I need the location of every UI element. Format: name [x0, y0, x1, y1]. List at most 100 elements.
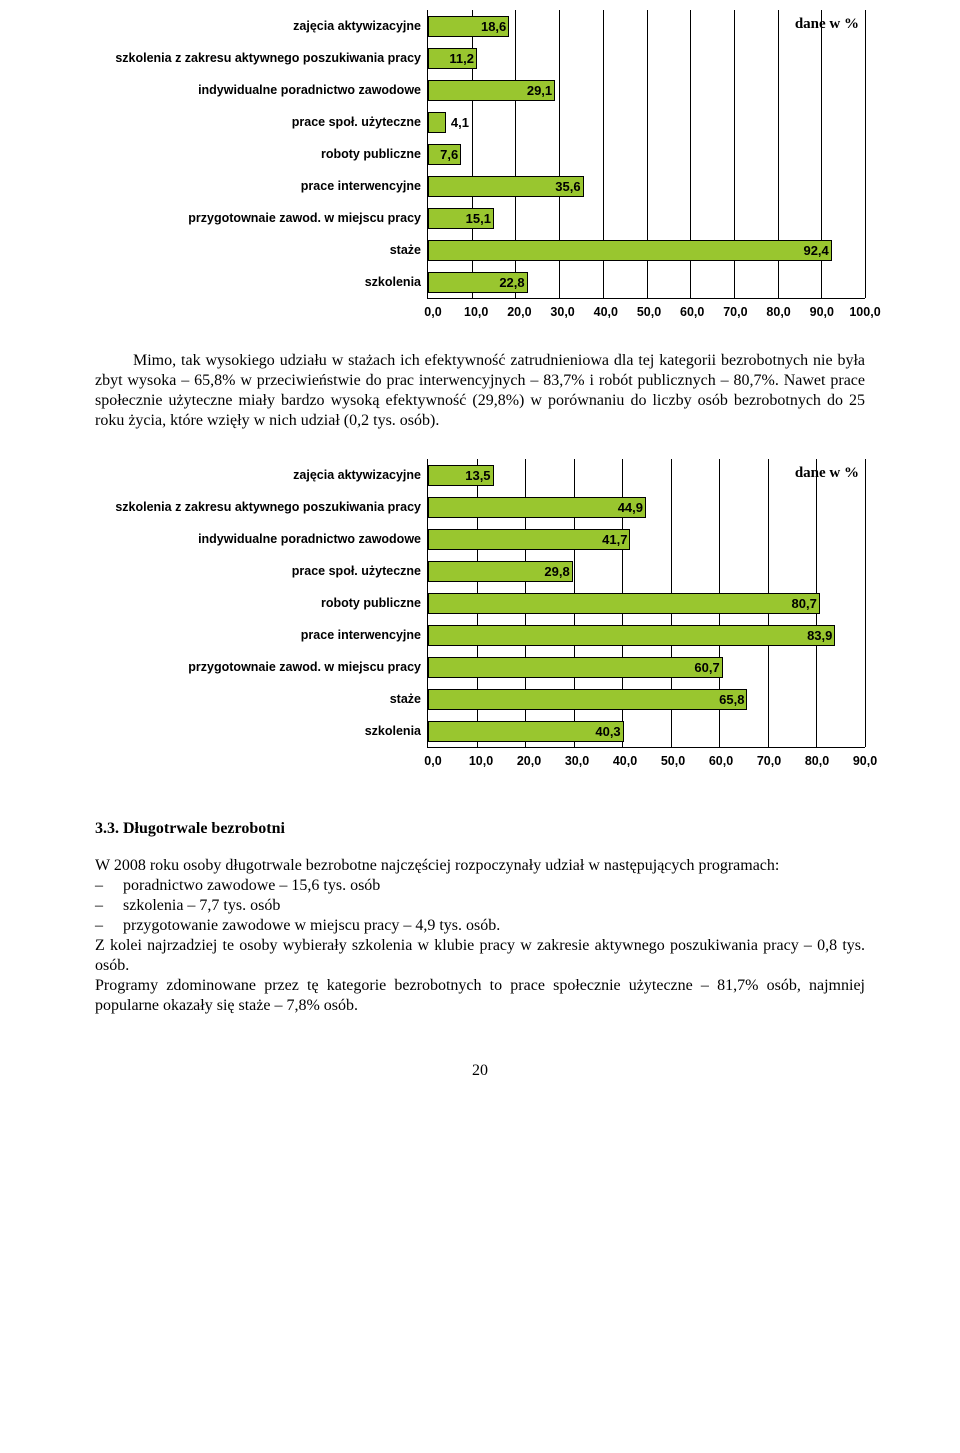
bar-row: 40,3 — [428, 715, 865, 747]
bar-value: 40,3 — [595, 724, 620, 739]
bar-value: 11,2 — [449, 51, 474, 66]
bullet-dash: – — [95, 876, 123, 896]
bullet-item: –poradnictwo zawodowe – 15,6 tys. osób — [95, 876, 865, 896]
bar: 40,3 — [428, 721, 624, 742]
chart-row-label: prace interwencyjne — [95, 170, 421, 202]
x-tick: 20,0 — [517, 754, 541, 768]
x-tick: 90,0 — [853, 754, 877, 768]
bar: 15,1 — [428, 208, 494, 229]
bar-value: 35,6 — [555, 179, 580, 194]
chart-2-plot: dane w % 13,5 44,9 41,7 29,8 80,7 83,9 60,7 65,… — [427, 459, 865, 748]
bar-value: 80,7 — [792, 596, 817, 611]
bar-value: 22,8 — [499, 275, 524, 290]
chart-row-label: szkolenia z zakresu aktywnego poszukiwan… — [95, 42, 421, 74]
tail-p2: Z kolei najrzadziej te osoby wybierały s… — [95, 936, 865, 976]
bar-value: 41,7 — [602, 532, 627, 547]
x-tick: 0,0 — [424, 305, 441, 319]
x-tick: 60,0 — [709, 754, 733, 768]
bar: 60,7 — [428, 657, 723, 678]
bar-row: 29,8 — [428, 555, 865, 587]
x-tick: 40,0 — [613, 754, 637, 768]
chart-row-label: indywidualne poradnictwo zawodowe — [95, 523, 421, 555]
gridline — [865, 459, 866, 747]
bar-value: 13,5 — [465, 468, 490, 483]
x-tick: 30,0 — [565, 754, 589, 768]
gridline — [865, 10, 866, 298]
paragraph-1: Mimo, tak wysokiego udziału w stażach ic… — [95, 351, 865, 431]
chart-row-label: staże — [95, 234, 421, 266]
page-number: 20 — [95, 1062, 865, 1080]
bar: 41,7 — [428, 529, 630, 550]
bar: 80,7 — [428, 593, 820, 614]
x-tick: 50,0 — [661, 754, 685, 768]
bar-row: 15,1 — [428, 202, 865, 234]
chart-2-annotation: dane w % — [795, 465, 859, 482]
bar: 65,8 — [428, 689, 747, 710]
bar-value: 60,7 — [694, 660, 719, 675]
bar-row: 4,1 — [428, 106, 865, 138]
chart-2-xaxis: 0,010,020,030,040,050,060,070,080,090,0 — [95, 754, 865, 772]
x-tick: 80,0 — [805, 754, 829, 768]
chart-row-label: prace społ. użyteczne — [95, 555, 421, 587]
bar-row: 80,7 — [428, 587, 865, 619]
bar-value: 15,1 — [466, 211, 491, 226]
x-tick: 10,0 — [464, 305, 488, 319]
bar-row: 7,6 — [428, 138, 865, 170]
bar: 13,5 — [428, 465, 494, 486]
chart-row-label: staże — [95, 683, 421, 715]
bar: 44,9 — [428, 497, 646, 518]
chart-row-label: roboty publiczne — [95, 587, 421, 619]
bar-value: 65,8 — [719, 692, 744, 707]
chart-2: zajęcia aktywizacyjneszkolenia z zakresu… — [95, 459, 865, 748]
bar-row: 44,9 — [428, 491, 865, 523]
bar-row: 65,8 — [428, 683, 865, 715]
chart-1-plot: dane w % 18,611,229,14,17,635,615,192,42… — [427, 10, 865, 299]
bar-value: 7,6 — [440, 147, 458, 162]
x-tick: 20,0 — [507, 305, 531, 319]
x-tick: 30,0 — [550, 305, 574, 319]
chart-row-label: indywidualne poradnictwo zawodowe — [95, 74, 421, 106]
bar-value: 29,8 — [544, 564, 569, 579]
chart-row-label: zajęcia aktywizacyjne — [95, 10, 421, 42]
bar: 7,6 — [428, 144, 461, 165]
chart-row-label: przygotownaie zawod. w miejscu pracy — [95, 202, 421, 234]
chart-1-labels: zajęcia aktywizacyjneszkolenia z zakresu… — [95, 10, 427, 299]
chart-2-labels: zajęcia aktywizacyjneszkolenia z zakresu… — [95, 459, 427, 748]
chart-row-label: szkolenia — [95, 715, 421, 747]
bar: 22,8 — [428, 272, 528, 293]
bullet-item: –szkolenia – 7,7 tys. osób — [95, 896, 865, 916]
bar-value: 4,1 — [445, 115, 469, 130]
bar: 29,8 — [428, 561, 573, 582]
x-tick: 80,0 — [766, 305, 790, 319]
bar: 18,6 — [428, 16, 509, 37]
x-tick: 60,0 — [680, 305, 704, 319]
bar-row: 92,4 — [428, 234, 865, 266]
chart-row-label: prace społ. użyteczne — [95, 106, 421, 138]
bar: 83,9 — [428, 625, 835, 646]
bar-value: 18,6 — [481, 19, 506, 34]
chart-row-label: prace interwencyjne — [95, 619, 421, 651]
section-heading: 3.3. Długotrwale bezrobotni — [95, 820, 865, 838]
bar-value: 29,1 — [527, 83, 552, 98]
x-tick: 10,0 — [469, 754, 493, 768]
bullet-text: poradnictwo zawodowe – 15,6 tys. osób — [123, 876, 865, 896]
bullet-item: –przygotowanie zawodowe w miejscu pracy … — [95, 916, 865, 936]
chart-1: zajęcia aktywizacyjneszkolenia z zakresu… — [95, 10, 865, 299]
bar-row: 60,7 — [428, 651, 865, 683]
bar: 92,4 — [428, 240, 832, 261]
chart-row-label: przygotownaie zawod. w miejscu pracy — [95, 651, 421, 683]
bar: 35,6 — [428, 176, 584, 197]
bar-row: 11,2 — [428, 42, 865, 74]
tail-p3: Programy zdominowane przez tę kategorie … — [95, 976, 865, 1016]
bar-row: 29,1 — [428, 74, 865, 106]
bullet-dash: – — [95, 896, 123, 916]
x-tick: 100,0 — [849, 305, 880, 319]
bar: 29,1 — [428, 80, 555, 101]
bar-row: 22,8 — [428, 266, 865, 298]
tail-intro: W 2008 roku osoby długotrwale bezrobotne… — [95, 856, 865, 876]
x-tick: 70,0 — [757, 754, 781, 768]
bar-value: 44,9 — [618, 500, 643, 515]
x-tick: 40,0 — [594, 305, 618, 319]
bullet-dash: – — [95, 916, 123, 936]
chart-row-label: szkolenia z zakresu aktywnego poszukiwan… — [95, 491, 421, 523]
